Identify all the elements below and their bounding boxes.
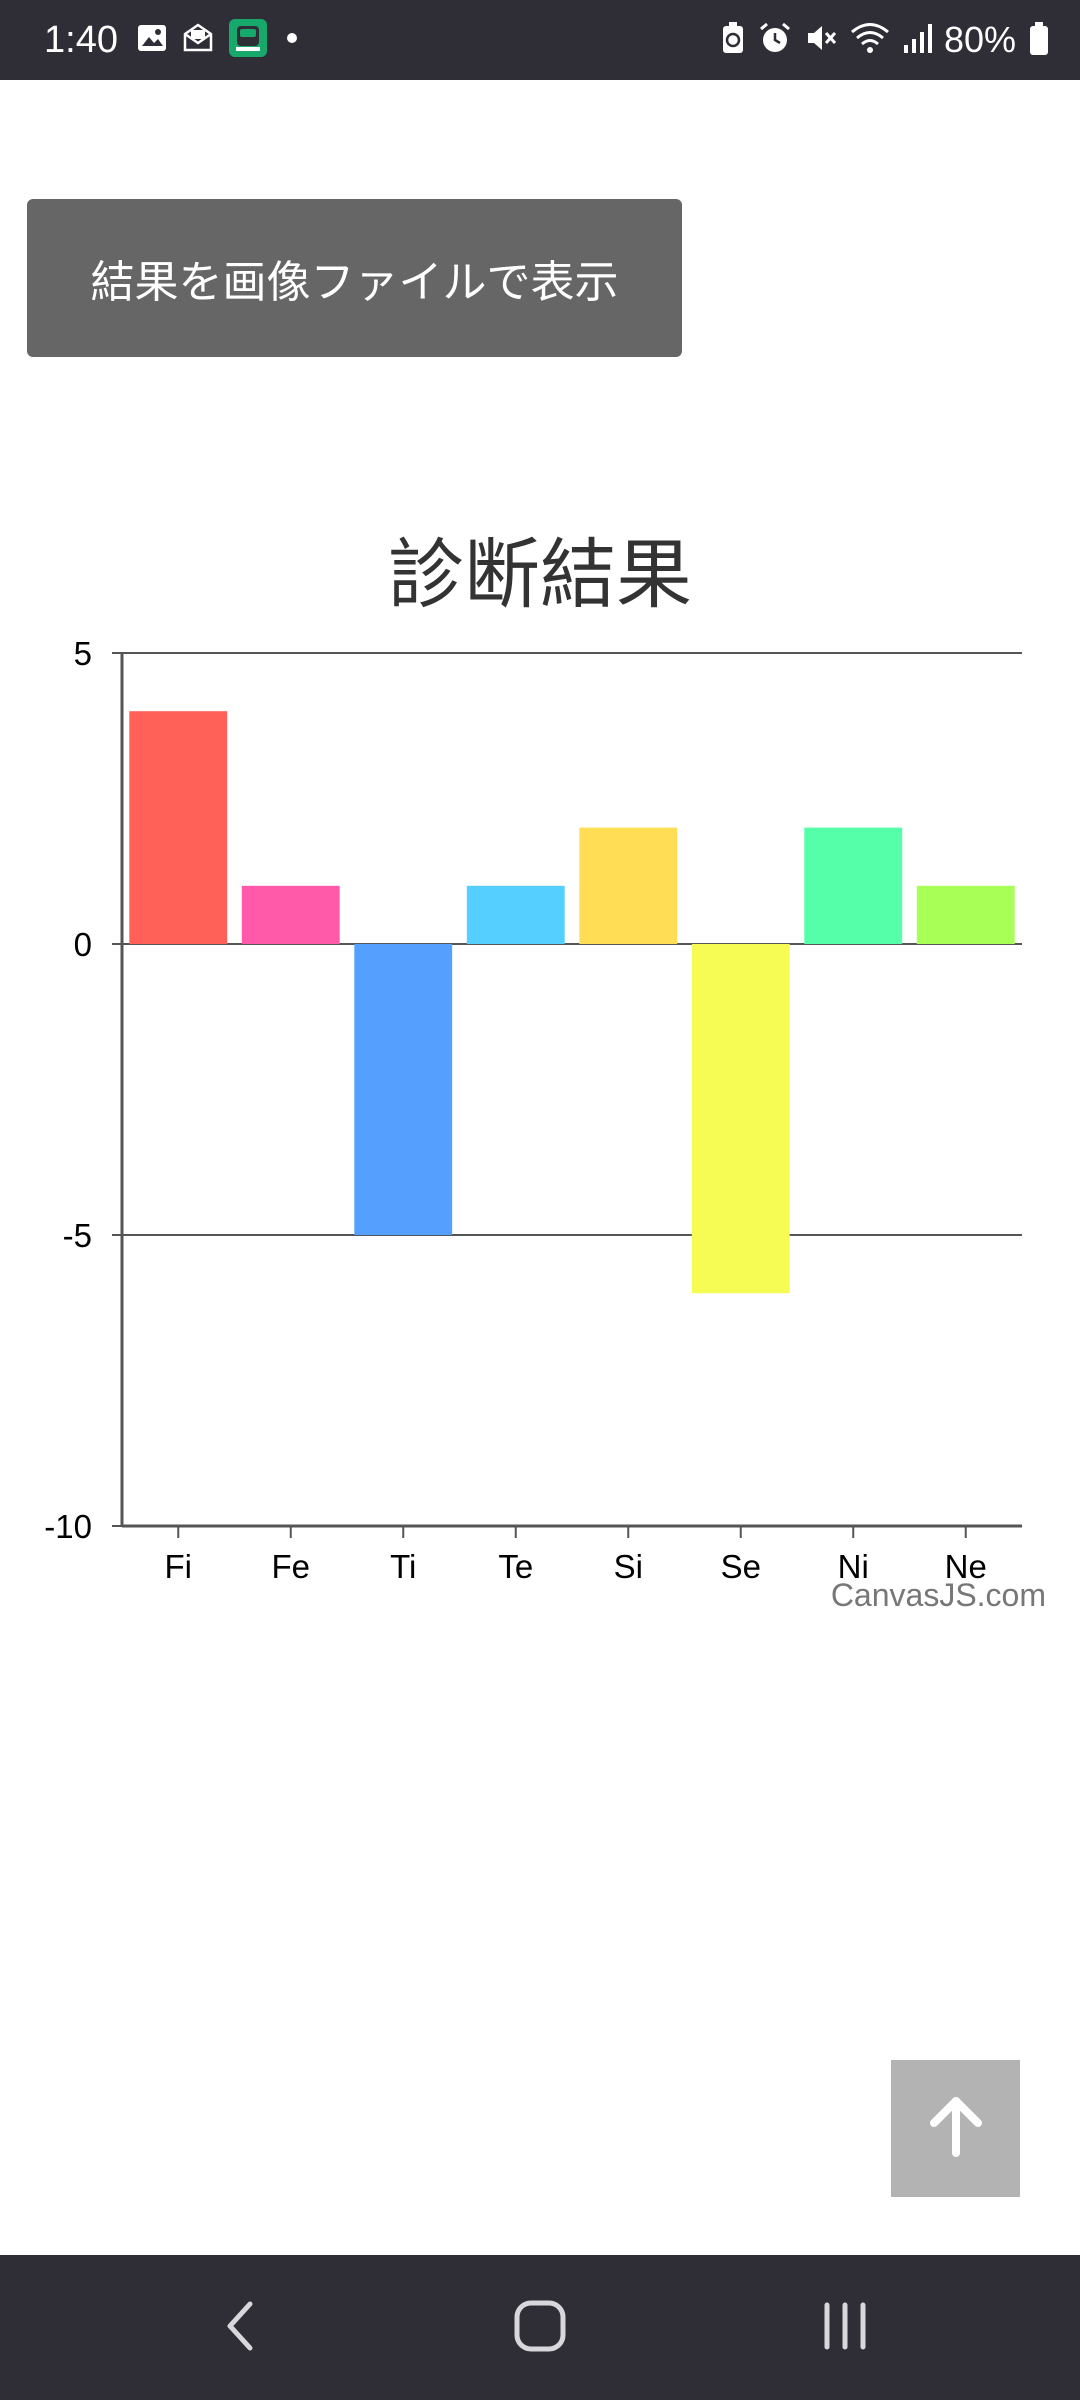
y-tick-label: 0 — [74, 926, 92, 963]
chart-canvas: 診断結果 5 0 -5 -10 Fi Fe Ti Te Si Se Ni Ne CanvasJS.co… — [44, 530, 1046, 1613]
bar-si[interactable] — [579, 827, 678, 944]
x-tick-label: Fi — [165, 1548, 193, 1585]
chart-credit[interactable]: CanvasJS.com — [831, 1577, 1046, 1613]
arrow-up-icon — [926, 2095, 986, 2162]
bar-ni[interactable] — [804, 827, 903, 944]
show-as-image-button[interactable]: 結果を画像ファイルで表示 — [27, 199, 682, 357]
home-button[interactable] — [460, 2255, 620, 2400]
status-bar: 1:40 80% — [0, 0, 1080, 80]
x-tick-label: Fe — [271, 1548, 310, 1585]
x-tick-label: Se — [721, 1548, 761, 1585]
bar-te[interactable] — [466, 885, 565, 944]
status-time: 1:40 — [44, 19, 118, 61]
bar-fe[interactable] — [241, 885, 340, 944]
x-tick-label: Si — [614, 1548, 643, 1585]
bar-fi[interactable] — [129, 711, 228, 944]
x-tick-label: Ni — [838, 1548, 869, 1585]
battery-percent: 80% — [943, 19, 1016, 60]
recents-icon — [820, 2301, 870, 2355]
dot-icon — [282, 28, 302, 52]
back-icon — [220, 2296, 260, 2360]
bar-ti[interactable] — [354, 944, 453, 1235]
back-button[interactable] — [160, 2255, 320, 2400]
y-tick-label: 5 — [74, 635, 92, 672]
system-status: 80% — [720, 18, 1050, 62]
app-icon — [228, 18, 268, 62]
recents-button[interactable] — [765, 2255, 925, 2400]
battery-saver-icon — [720, 21, 746, 59]
x-tick-label: Ti — [390, 1548, 416, 1585]
x-tick-label: Ne — [945, 1548, 987, 1585]
y-tick-label: -5 — [63, 1217, 92, 1254]
home-icon — [512, 2298, 568, 2358]
navigation-bar — [0, 2255, 1080, 2400]
signal-icon — [902, 21, 932, 59]
alarm-icon — [758, 21, 792, 59]
battery-icon — [1028, 20, 1050, 60]
image-icon — [136, 22, 168, 58]
wifi-icon — [850, 21, 890, 59]
bar-se[interactable] — [691, 944, 790, 1294]
mail-icon — [182, 22, 214, 58]
notification-icons — [136, 19, 302, 58]
x-tick-label: Te — [498, 1548, 533, 1585]
y-tick-label: -10 — [44, 1508, 92, 1545]
diagnosis-chart: 診断結果 5 0 -5 -10 Fi Fe Ti Te Si Se Ni Ne CanvasJS.co… — [0, 520, 1080, 1620]
mute-icon — [804, 21, 838, 59]
scroll-top-button[interactable] — [891, 2060, 1020, 2197]
chart-title: 診断結果 — [388, 530, 692, 619]
bar-ne[interactable] — [916, 885, 1015, 944]
